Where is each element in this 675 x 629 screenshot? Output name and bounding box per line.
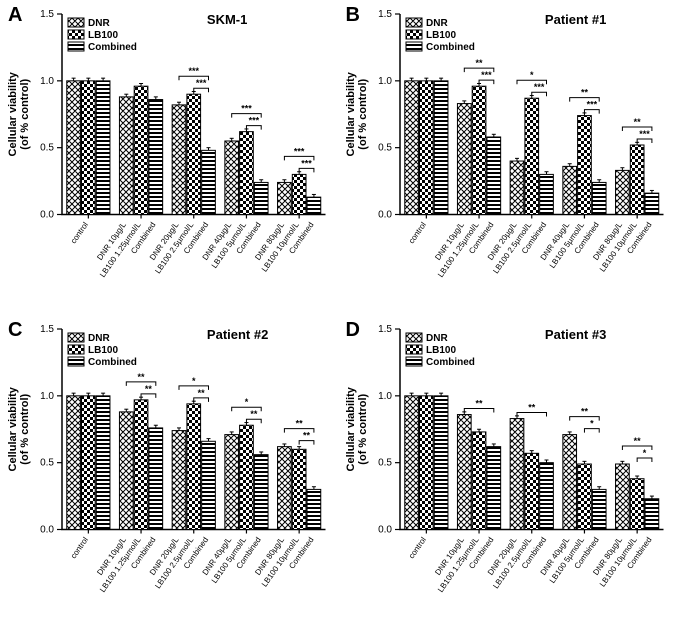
legend: DNRLB100Combined [68,333,137,368]
svg-text:**: ** [303,430,311,440]
svg-text:**: ** [633,436,641,446]
svg-text:control: control [406,220,427,245]
svg-text:1.0: 1.0 [378,390,392,401]
svg-text:0.0: 0.0 [378,524,392,535]
chart-title: Patient #2 [207,327,268,342]
svg-text:LB100: LB100 [88,345,118,356]
svg-text:DNR: DNR [88,333,110,344]
svg-text:**: ** [475,58,483,68]
svg-text:Combined: Combined [426,42,475,53]
svg-text:***: *** [196,78,207,88]
svg-text:**: ** [250,409,258,419]
svg-text:***: *** [586,100,597,110]
svg-text:0.5: 0.5 [378,143,392,154]
svg-text:**: ** [145,383,153,393]
svg-text:***: *** [294,146,305,156]
svg-text:*: * [245,397,249,407]
chart-svg: 0.0 0.5 1.0 1.5 Cellular viability(of % cont… [338,315,675,629]
svg-text:0.0: 0.0 [378,210,392,221]
svg-text:1.5: 1.5 [378,9,392,20]
svg-text:*: * [529,70,533,80]
svg-text:1.0: 1.0 [40,390,54,401]
svg-text:***: *** [301,158,312,168]
chart-title: Patient #3 [544,327,605,342]
svg-text:Combined: Combined [426,357,475,368]
chart-panel-D: D 0.0 0.5 1.0 1.5 Cellular viability(of % con… [338,315,675,629]
panel-letter: C [8,319,22,342]
chart-title: SKM-1 [207,12,247,27]
panel-letter: B [346,4,360,27]
panel-letter: A [8,4,22,27]
y-axis-label: Cellular viability(of % control) [7,386,31,471]
chart-panel-A: A 0.0 0.5 1.0 1.5 Cellular viability(of % con… [0,0,338,315]
svg-text:LB100: LB100 [426,30,456,41]
y-axis-label: Cellular viability(of % control) [7,71,31,156]
svg-text:1.0: 1.0 [378,76,392,87]
y-axis-label: Cellular viability(of % control) [344,386,368,471]
svg-text:**: ** [138,371,146,381]
svg-text:**: ** [580,406,588,416]
svg-text:control: control [406,535,427,560]
svg-text:***: *** [249,116,260,126]
legend: DNRLB100Combined [68,18,137,53]
svg-text:0.5: 0.5 [40,457,54,468]
svg-text:*: * [642,448,646,458]
svg-text:**: ** [580,88,588,98]
legend: DNRLB100Combined [406,333,475,368]
svg-text:Combined: Combined [88,357,137,368]
svg-text:1.5: 1.5 [378,324,392,335]
svg-text:**: ** [528,402,536,412]
svg-text:**: ** [198,387,206,397]
figure-grid: A 0.0 0.5 1.0 1.5 Cellular viability(of % con… [0,0,675,629]
svg-text:0.0: 0.0 [40,524,54,535]
svg-text:0.5: 0.5 [40,143,54,154]
svg-text:LB100: LB100 [88,30,118,41]
svg-text:1.5: 1.5 [40,324,54,335]
svg-text:DNR: DNR [426,18,448,29]
svg-text:0.0: 0.0 [40,210,54,221]
svg-text:*: * [590,418,594,428]
svg-text:**: ** [475,398,483,408]
svg-text:control: control [69,220,90,245]
chart-title: Patient #1 [544,12,605,27]
svg-text:DNR: DNR [88,18,110,29]
svg-text:***: *** [639,129,650,139]
svg-text:***: *** [188,66,199,76]
svg-text:***: *** [481,70,492,80]
chart-svg: 0.0 0.5 1.0 1.5 Cellular viability(of % cont… [0,315,338,629]
svg-text:**: ** [296,418,304,428]
chart-svg: 0.0 0.5 1.0 1.5 Cellular viability(of % cont… [0,0,338,315]
svg-text:1.5: 1.5 [40,9,54,20]
svg-text:LB100: LB100 [426,345,456,356]
panel-letter: D [346,319,360,342]
svg-text:*: * [192,375,196,385]
svg-text:***: *** [533,82,544,92]
svg-text:Combined: Combined [88,42,137,53]
svg-text:**: ** [633,117,641,127]
legend: DNRLB100Combined [406,18,475,53]
svg-text:***: *** [241,104,252,114]
svg-text:DNR: DNR [426,333,448,344]
chart-svg: 0.0 0.5 1.0 1.5 Cellular viability(of % cont… [338,0,675,315]
y-axis-label: Cellular viability(of % control) [344,71,368,156]
svg-text:0.5: 0.5 [378,457,392,468]
svg-text:control: control [69,535,90,560]
chart-panel-C: C 0.0 0.5 1.0 1.5 Cellular viability(of % con… [0,315,338,629]
chart-panel-B: B 0.0 0.5 1.0 1.5 Cellular viability(of % con… [338,0,675,315]
svg-text:1.0: 1.0 [40,76,54,87]
